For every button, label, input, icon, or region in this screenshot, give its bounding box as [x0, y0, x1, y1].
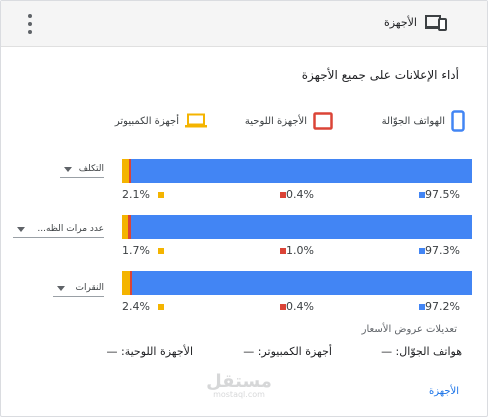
device-share-bar — [122, 271, 472, 295]
metric-dropdown-impressions[interactable]: عدد مرات الظه... — [13, 221, 104, 238]
legend-computer: أجهزة الكمبيوتر — [115, 109, 207, 133]
legend-computer-label: أجهزة الكمبيوتر — [114, 115, 179, 127]
legend-mobile: الهواتف الجوّالة — [382, 109, 465, 133]
legend: الهواتف الجوّالة الأجهزة اللوحية أجهزة ا… — [45, 109, 465, 133]
watermark-logo: مستقل mostaql.com — [206, 371, 272, 415]
device-share-bar — [122, 159, 472, 183]
pct-tablet-value: 1.0% — [286, 244, 314, 257]
more-options-icon[interactable] — [25, 14, 35, 34]
section-title: أداء الإعلانات على جميع الأجهزة — [301, 68, 459, 82]
bar-segment-tablet — [127, 215, 132, 239]
bar-segment-mobile — [131, 215, 472, 239]
legend-tablet-label: الأجهزة اللوحية — [244, 115, 307, 127]
bid-adjustments-label: تعديلات عروض الأسعار — [361, 324, 457, 335]
pct-computer: 2.1% — [122, 188, 164, 201]
tablet-icon — [313, 112, 333, 130]
laptop-icon — [185, 113, 207, 128]
pct-tablet: 1.0% — [275, 244, 314, 257]
mobile-color-swatch — [419, 247, 426, 254]
metric-dropdown-label: عدد مرات الظه... — [37, 224, 104, 234]
legend-tablet: الأجهزة اللوحية — [245, 109, 333, 133]
computer-color-swatch — [157, 303, 164, 310]
pct-mobile: 97.5% — [414, 188, 460, 201]
bar-segment-mobile — [130, 159, 472, 183]
pct-computer-value: 2.1% — [122, 188, 150, 201]
tablet-color-swatch — [280, 247, 287, 254]
bid-adj-mobile: هواتف الجوّال: — — [381, 345, 462, 358]
mobile-color-swatch — [419, 303, 426, 310]
bar-segment-tablet — [129, 159, 131, 183]
metric-dropdown-label: التكلف — [78, 164, 104, 174]
bar-segment-tablet — [130, 271, 132, 295]
tablet-color-swatch — [280, 191, 287, 198]
header-title: الأجهزة — [383, 16, 417, 29]
computer-color-swatch — [157, 247, 164, 254]
devices-link[interactable]: الأجهزة — [428, 386, 459, 397]
bar-segment-mobile — [131, 271, 472, 295]
devices-icon — [425, 15, 447, 31]
tablet-color-swatch — [280, 303, 287, 310]
bid-adj-computer: أجهزة الكمبيوتر: — — [243, 345, 332, 358]
pct-computer: 2.4% — [122, 300, 164, 313]
bid-adj-tablet: الأجهزة اللوحية: — — [106, 345, 193, 358]
pct-mobile: 97.3% — [414, 244, 460, 257]
pct-tablet: 0.4% — [275, 188, 314, 201]
pct-tablet-value: 0.4% — [286, 188, 314, 201]
chevron-down-icon — [17, 227, 25, 232]
pct-computer-value: 2.4% — [122, 300, 150, 313]
bar-segment-computer — [122, 215, 128, 239]
watermark-main: مستقل — [206, 371, 272, 392]
chevron-down-icon — [57, 286, 65, 291]
pct-mobile-value: 97.5% — [425, 188, 460, 201]
device-share-bar — [122, 215, 472, 239]
mobile-icon — [451, 110, 465, 132]
watermark-sub: mostaql.com — [213, 390, 265, 399]
pct-mobile-value: 97.2% — [425, 300, 460, 313]
bar-segment-computer — [122, 159, 130, 183]
pct-mobile: 97.2% — [414, 300, 460, 313]
metric-dropdown-cost[interactable]: التكلف — [60, 161, 104, 178]
pct-tablet: 0.4% — [275, 300, 314, 313]
pct-tablet-value: 0.4% — [286, 300, 314, 313]
legend-mobile-label: الهواتف الجوّالة — [381, 115, 445, 127]
computer-color-swatch — [157, 191, 164, 198]
chevron-down-icon — [64, 167, 72, 172]
mobile-color-swatch — [419, 191, 426, 198]
card-header: الأجهزة — [1, 1, 487, 47]
pct-mobile-value: 97.3% — [425, 244, 460, 257]
pct-computer-value: 1.7% — [122, 244, 150, 257]
pct-computer: 1.7% — [122, 244, 164, 257]
metric-dropdown-label: النقرات — [75, 283, 104, 293]
bar-segment-computer — [122, 271, 131, 295]
metric-dropdown-clicks[interactable]: النقرات — [53, 280, 104, 297]
